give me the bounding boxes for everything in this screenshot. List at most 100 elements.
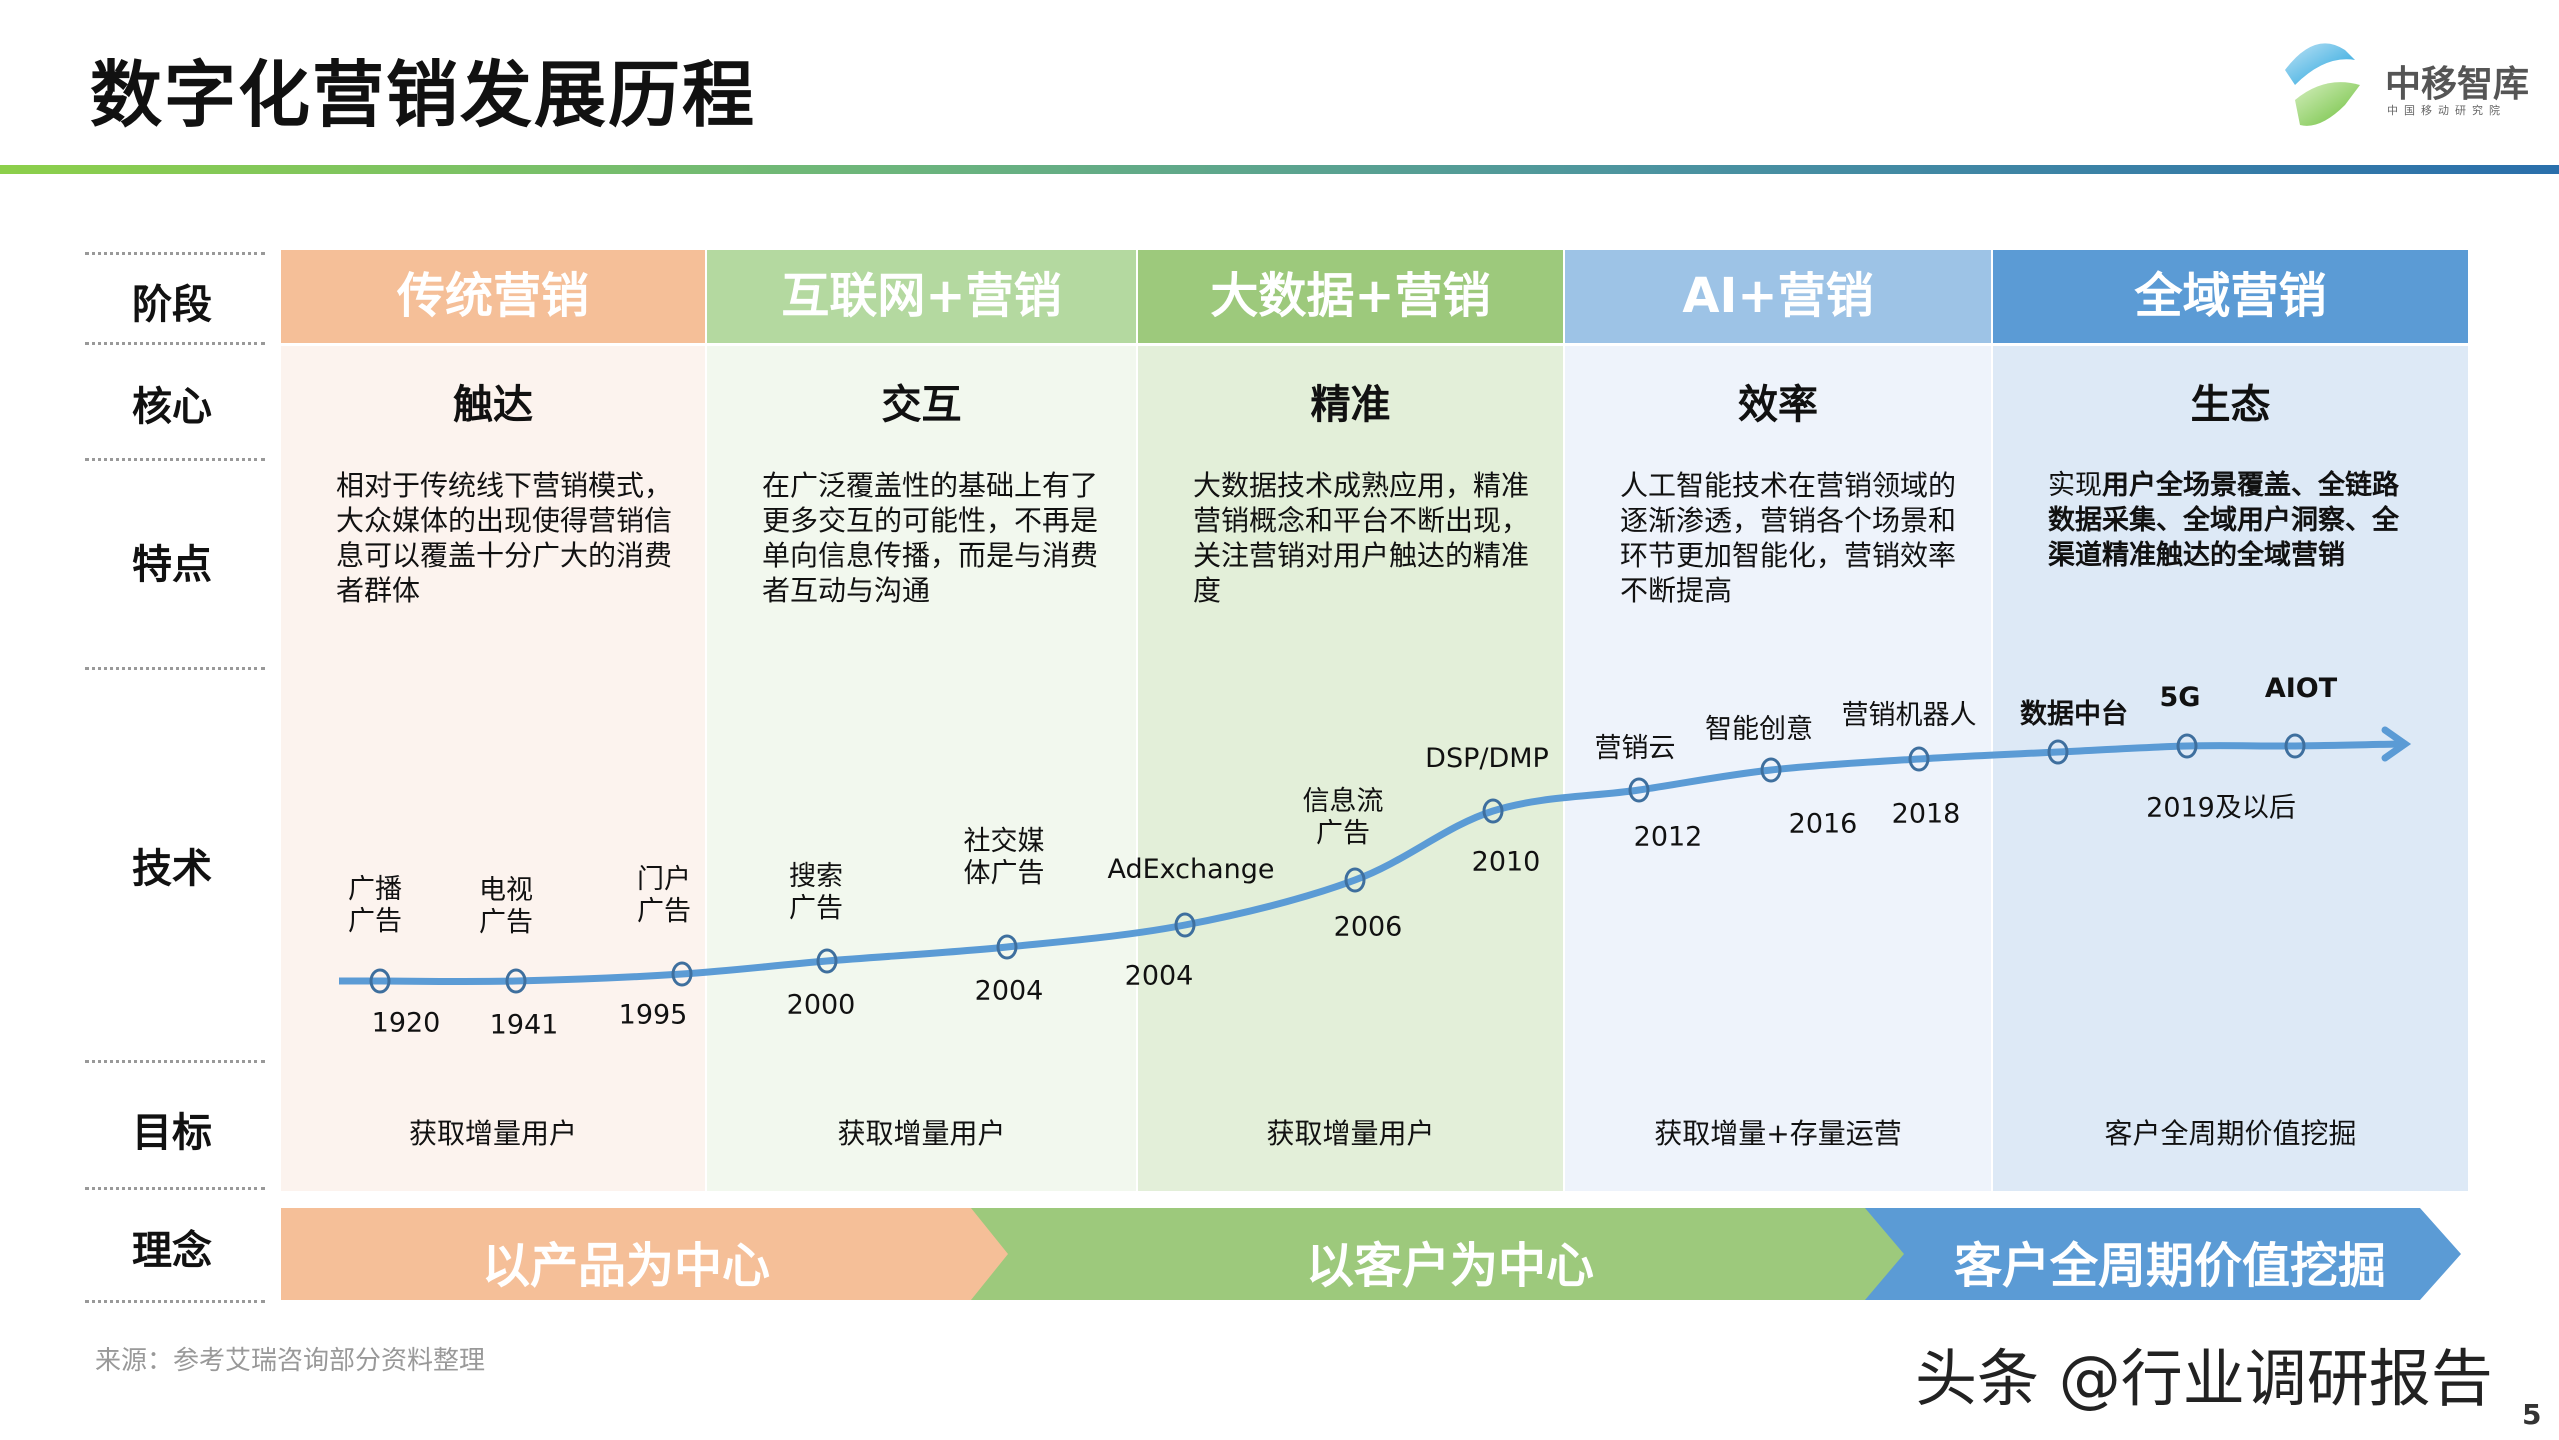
page-number: 5 — [2522, 1398, 2542, 1431]
tech-year: 1995 — [618, 999, 688, 1031]
timeline-node — [1760, 757, 1782, 783]
row-divider — [85, 1300, 265, 1303]
stage-core: 效率 — [1738, 382, 1818, 428]
tech-year: 1920 — [371, 1007, 441, 1039]
row-label-concept: 理念 — [132, 1228, 212, 1274]
features-bold: 用户全场景覆盖、全链路数据采集、全域用户洞察、全渠道精准触达的全域营销 — [2048, 470, 2399, 571]
tech-label: 营销机器人 — [1841, 700, 1977, 731]
row-label-stage: 阶段 — [132, 282, 212, 328]
row-label-features: 特点 — [132, 542, 212, 588]
logo-brand: 中移智库 — [2385, 64, 2530, 105]
row-divider — [85, 342, 265, 345]
row-label-tech: 技术 — [132, 846, 212, 892]
row-label-goal: 目标 — [132, 1110, 212, 1156]
stage-column: 全域营销 生态 实现用户全场景覆盖、全链路数据采集、全域用户洞察、全渠道精准触达… — [1993, 250, 2468, 1191]
tech-year: 1941 — [489, 1009, 559, 1041]
concept-customer-label: 以客户为中心 — [1305, 1238, 1594, 1294]
timeline-node — [2284, 733, 2306, 759]
features-prefix: 实现 — [2048, 470, 2102, 501]
tech-year: 2004 — [1124, 960, 1194, 992]
row-divider — [85, 458, 265, 461]
row-divider — [85, 667, 265, 670]
header-gradient-divider — [0, 165, 2559, 174]
column-background — [1138, 346, 1563, 1191]
column-background — [1993, 346, 2468, 1191]
stage-header: 全域营销 — [1993, 250, 2468, 343]
stage-goal: 获取增量用户 — [408, 1117, 577, 1150]
timeline-node — [996, 934, 1018, 960]
stage-core: 触达 — [453, 382, 533, 428]
stage-goal: 获取增量用户 — [837, 1117, 1006, 1150]
concept-lifecycle-label: 客户全周期价值挖掘 — [1953, 1238, 2386, 1294]
stage-column: 大数据+营销 精准 大数据技术成熟应用，精准营销概念和平台不断出现，关注营销对用… — [1138, 250, 1563, 1191]
stage-header: 传统营销 — [281, 250, 705, 343]
stage-core: 交互 — [881, 382, 962, 428]
timeline-node — [671, 961, 693, 987]
tech-label: 门户 广告 — [637, 864, 691, 927]
tech-year: 2004 — [974, 975, 1044, 1007]
timeline-arrowhead-icon — [2381, 726, 2412, 762]
row-divider — [85, 252, 265, 255]
tech-label: 社交媒 体广告 — [963, 826, 1045, 889]
timeline-node — [1628, 777, 1650, 803]
tech-year-final: 2019及以后 — [2146, 792, 2296, 824]
concept-arrow-customer — [971, 1208, 1909, 1300]
stage-column: 传统营销 触达 相对于传统线下营销模式，大众媒体的出现使得营销信息可以覆盖十分广… — [281, 250, 705, 1191]
tech-year: 2012 — [1633, 821, 1703, 853]
tech-year: 2006 — [1333, 911, 1403, 943]
row-divider — [85, 1060, 265, 1063]
timeline-node — [369, 968, 391, 994]
stage-column: 互联网+营销 交互 在广泛覆盖性的基础上有了更多交互的可能性，不再是单向信息传播… — [707, 250, 1136, 1191]
timeline-node — [2176, 733, 2198, 759]
tech-label: AdExchange — [1107, 854, 1275, 885]
stage-header: AI+营销 — [1565, 250, 1991, 343]
stage-features: 相对于传统线下营销模式，大众媒体的出现使得营销信息可以覆盖十分广大的消费者群体 — [336, 469, 673, 607]
concept-arrow-product — [281, 1208, 1012, 1300]
stage-features: 大数据技术成熟应用，精准营销概念和平台不断出现，关注营销对用户触达的精准度 — [1193, 469, 1530, 607]
tech-label: 搜索 广告 — [789, 861, 843, 924]
stage-features: 人工智能技术在营销领域的逐渐渗透，营销各个场景和环节更加智能化，营销效率不断提高 — [1620, 469, 1957, 607]
watermark: 头条 @行业调研报告 — [1915, 1342, 2493, 1415]
column-background — [707, 346, 1136, 1191]
tech-label: 营销云 — [1594, 733, 1676, 764]
logo-mark-icon — [2285, 43, 2360, 126]
source-note: 来源：参考艾瑞咨询部分资料整理 — [95, 1346, 486, 1376]
timeline-node — [1174, 912, 1196, 938]
tech-label: DSP/DMP — [1425, 743, 1549, 774]
column-background — [281, 346, 705, 1191]
stage-goal: 获取增量用户 — [1266, 1117, 1435, 1150]
tech-year: 2016 — [1788, 808, 1858, 840]
stage-features: 在广泛覆盖性的基础上有了更多交互的可能性，不再是单向信息传播，而是与消费者互动与… — [762, 469, 1099, 607]
logo: 中移智库 中国移动研究院 — [2275, 30, 2545, 135]
timeline-node — [816, 948, 838, 974]
stage-goal: 客户全周期价值挖掘 — [2104, 1117, 2357, 1150]
row-label-core: 核心 — [132, 384, 212, 430]
timeline-node — [2047, 739, 2069, 765]
tech-label: 广播 广告 — [348, 874, 402, 937]
concept-arrow-lifecycle — [1865, 1208, 2461, 1300]
stage-core: 精准 — [1310, 382, 1391, 428]
timeline-node — [505, 968, 527, 994]
timeline-node — [1344, 867, 1366, 893]
tech-year: 2018 — [1891, 798, 1961, 830]
tech-year: 2010 — [1471, 846, 1541, 878]
timeline-node — [1908, 746, 1930, 772]
concept-product-label: 以产品为中心 — [481, 1238, 770, 1294]
stage-core: 生态 — [2190, 382, 2271, 428]
tech-label: 智能创意 — [1705, 714, 1813, 745]
stage-header: 大数据+营销 — [1138, 250, 1563, 343]
logo-subtitle: 中国移动研究院 — [2387, 104, 2506, 117]
timeline-curve — [339, 740, 2401, 986]
tech-label: 电视 广告 — [479, 875, 533, 938]
timeline-node — [1482, 798, 1504, 824]
tech-label: 5G — [2159, 682, 2201, 713]
tech-label: 数据中台 — [2020, 699, 2128, 730]
row-divider — [85, 1187, 265, 1190]
tech-label: 信息流 广告 — [1302, 786, 1384, 849]
tech-year: 2000 — [786, 989, 856, 1021]
page-title: 数字化营销发展历程 — [90, 53, 757, 137]
stage-goal: 获取增量+存量运营 — [1654, 1117, 1902, 1150]
stage-header: 互联网+营销 — [707, 250, 1136, 343]
